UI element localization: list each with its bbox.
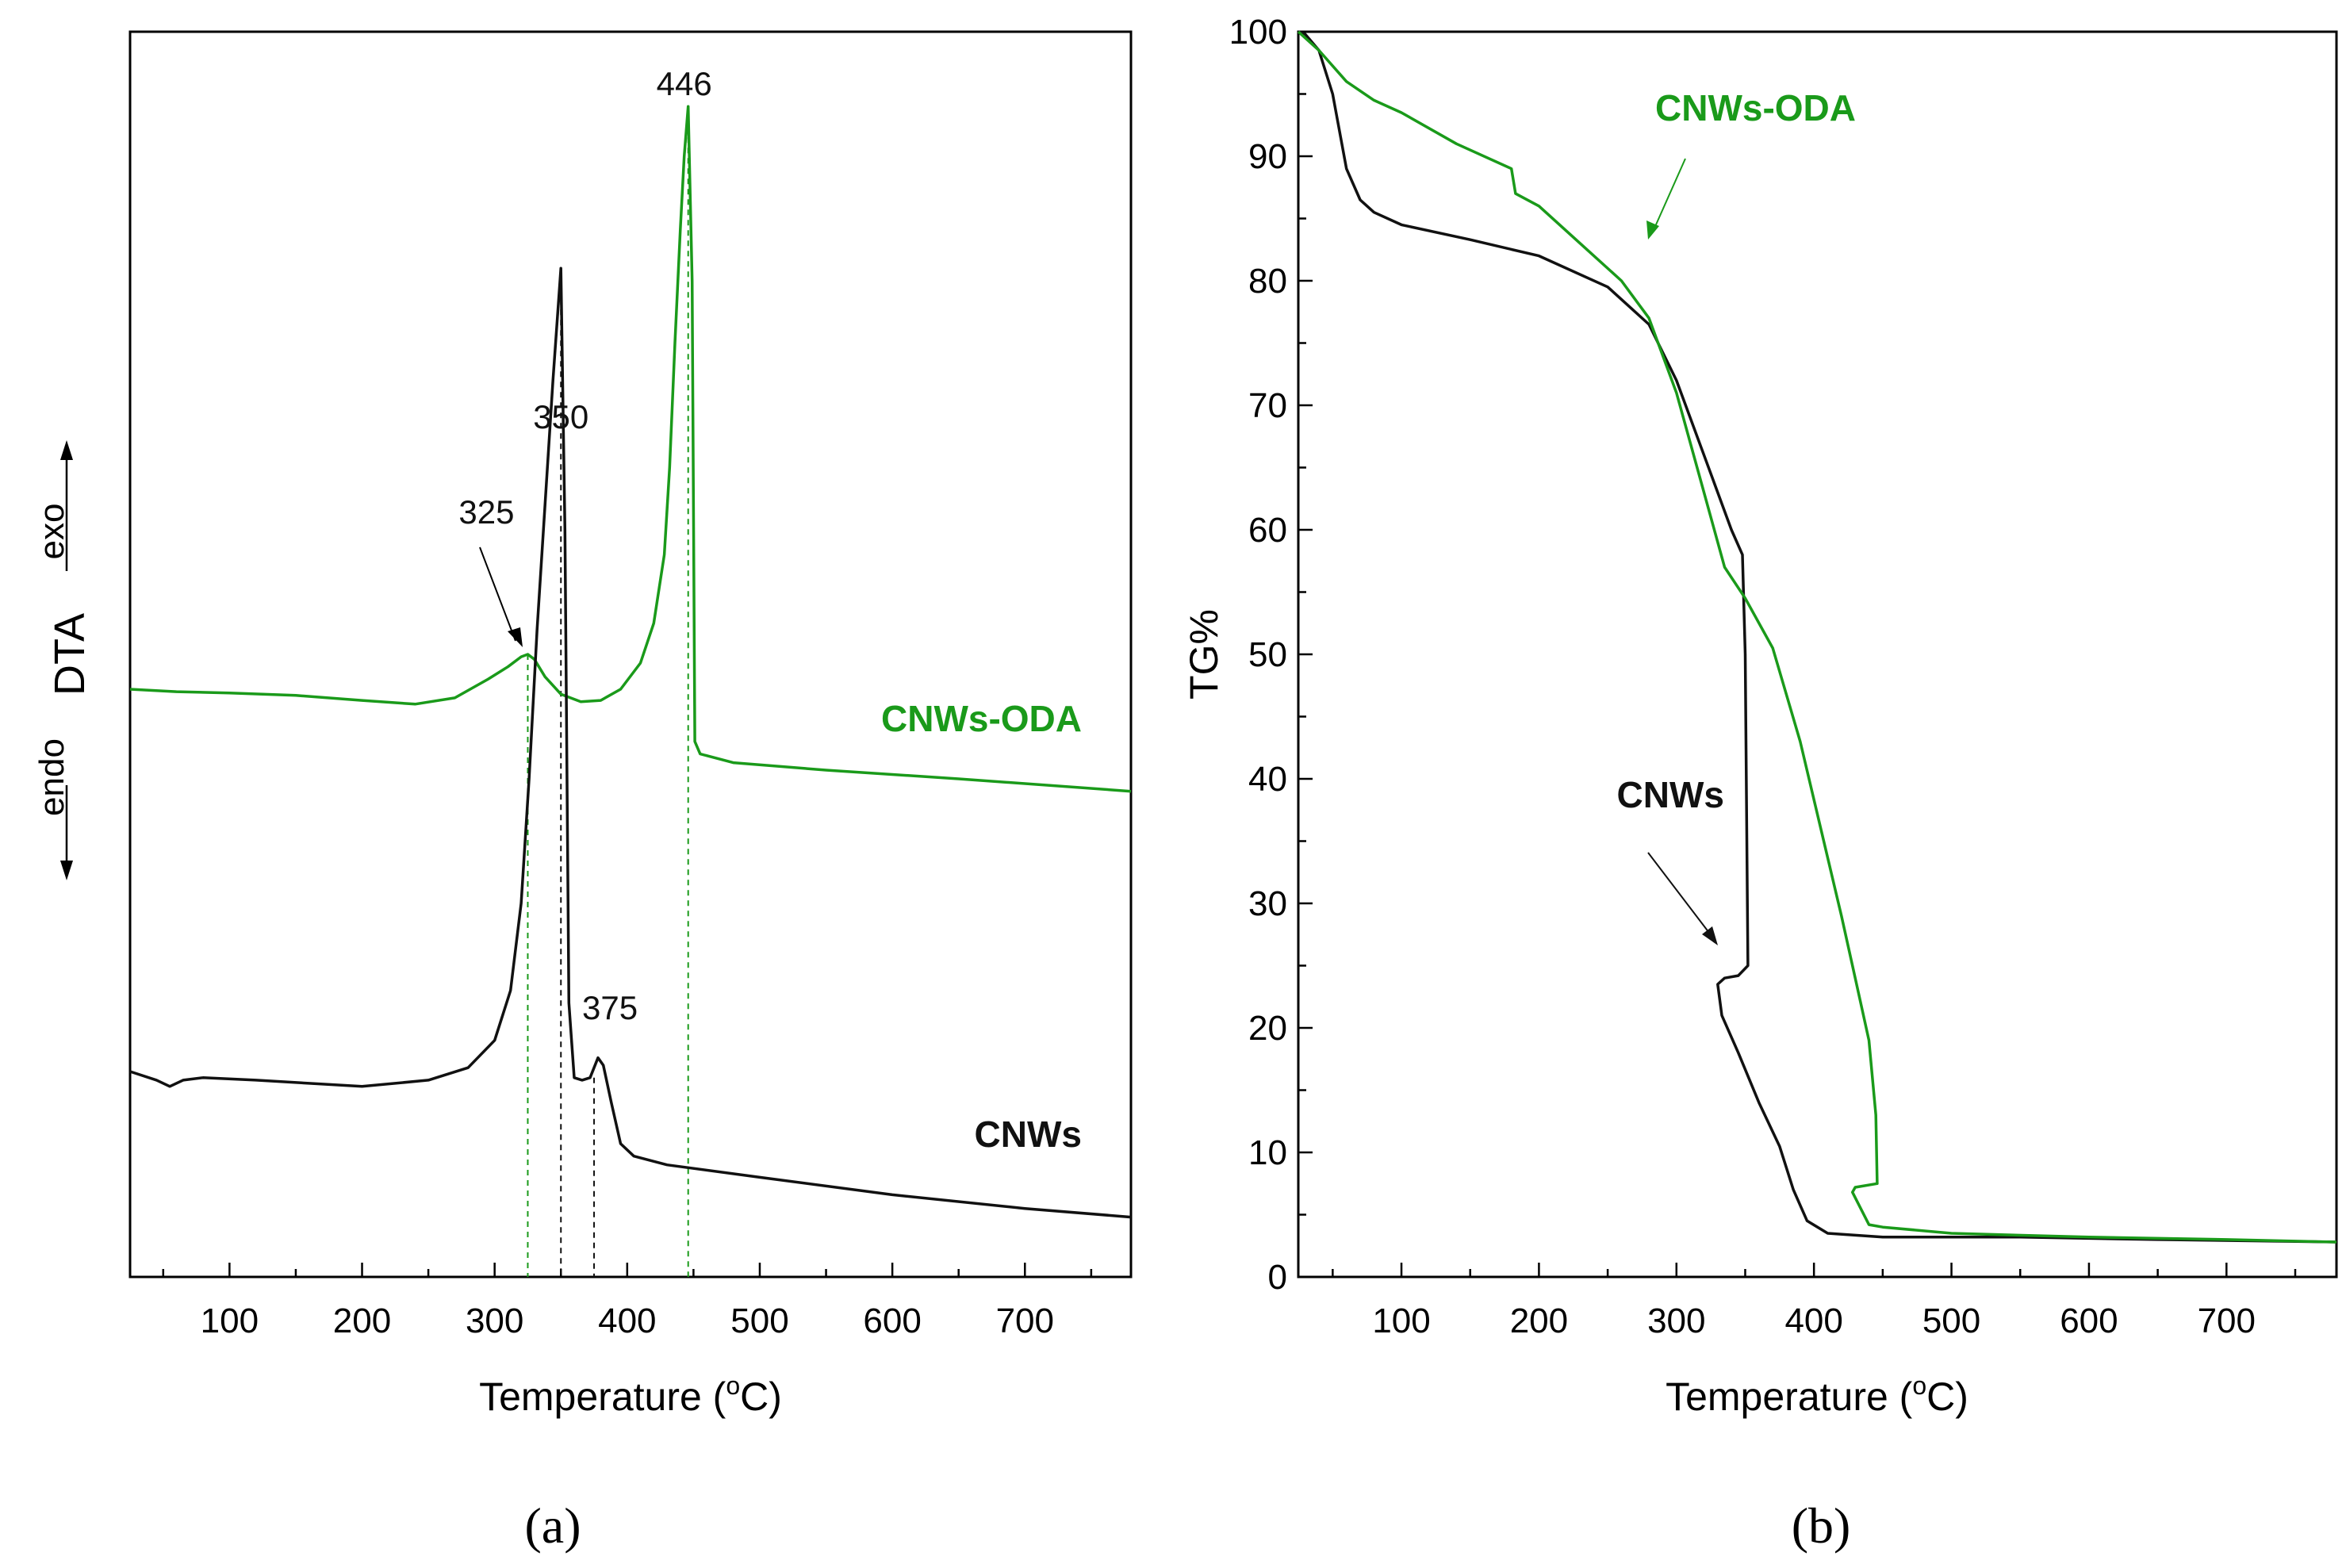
dta-y-label-exo: exo bbox=[33, 504, 71, 560]
dta-y-label-endo: endo bbox=[33, 738, 71, 816]
tg-x-tick-label-700: 700 bbox=[2198, 1302, 2256, 1340]
dta-x-tick-label-400: 400 bbox=[598, 1302, 656, 1340]
dta-peak-325-arrowhead bbox=[508, 627, 523, 647]
dta-peak-label-446: 446 bbox=[657, 65, 712, 102]
dta-series-cnws-oda-line bbox=[129, 105, 1132, 793]
tg-annotation-cnws: CNWs bbox=[1617, 774, 1724, 815]
tg-annotation-cnws-arrowhead bbox=[1702, 926, 1718, 945]
dta-exo-arrow-icon bbox=[60, 440, 73, 460]
tg-y-tick-label-40: 40 bbox=[1248, 760, 1287, 799]
dta-panel: 100 200 300 400 500 600 700 325 350 375 446 endo … bbox=[33, 30, 1133, 1554]
tg-x-tick-labels: 100 200 300 400 500 600 700 bbox=[1372, 1302, 2256, 1340]
tg-y-tick-label-20: 20 bbox=[1248, 1009, 1287, 1048]
tg-x-tick-label-500: 500 bbox=[1922, 1302, 1980, 1340]
dta-x-tick-label-200: 200 bbox=[333, 1302, 391, 1340]
dta-peak-labels: 325 350 375 446 bbox=[458, 65, 711, 1026]
tg-series-cnws-oda-line bbox=[1297, 30, 2337, 1244]
tg-x-tick-label-400: 400 bbox=[1784, 1302, 1842, 1340]
tg-y-ticks bbox=[1298, 30, 1313, 1279]
dta-x-axis-label: Temperature (oC) bbox=[479, 1371, 782, 1419]
tg-annotation-cnws-oda-arrow bbox=[1653, 158, 1686, 231]
dta-y-axis-label: endo DTA exo bbox=[33, 504, 94, 816]
tg-y-tick-label-0: 0 bbox=[1268, 1258, 1287, 1297]
tg-series-cnws-line bbox=[1298, 30, 2337, 1244]
tg-y-axis-label: TG% bbox=[1182, 609, 1226, 700]
tg-x-axis-label: Temperature (oC) bbox=[1666, 1371, 1968, 1419]
tg-plot-frame bbox=[1297, 30, 2338, 1279]
tg-y-tick-label-80: 80 bbox=[1248, 262, 1287, 301]
tg-x-tick-label-300: 300 bbox=[1647, 1302, 1705, 1340]
tg-x-tick-label-100: 100 bbox=[1372, 1302, 1430, 1340]
tg-y-tick-label-90: 90 bbox=[1248, 137, 1287, 176]
dta-x-tick-label-600: 600 bbox=[863, 1302, 921, 1340]
tg-panel-label: (b) bbox=[1792, 1497, 1851, 1554]
dta-x-ticks bbox=[162, 1263, 1093, 1277]
dta-peak-guides bbox=[527, 106, 689, 1277]
dta-annotation-cnws: CNWs bbox=[975, 1114, 1082, 1155]
tg-annotation-cnws-oda-arrowhead bbox=[1646, 220, 1659, 240]
tg-series bbox=[1297, 30, 2337, 1244]
dta-x-tick-label-300: 300 bbox=[466, 1302, 523, 1340]
tg-y-tick-label-30: 30 bbox=[1248, 884, 1287, 923]
dta-x-tick-label-700: 700 bbox=[996, 1302, 1054, 1340]
dta-endo-arrow-icon bbox=[60, 861, 73, 880]
dta-series bbox=[129, 105, 1132, 1219]
dta-annotation-cnws-oda: CNWs-ODA bbox=[881, 698, 1082, 739]
dta-plot-frame bbox=[128, 30, 1133, 1279]
tg-y-tick-labels: 0 10 20 30 40 50 60 70 80 90 100 bbox=[1229, 13, 1287, 1297]
dta-peak-325-arrow bbox=[479, 546, 516, 642]
tg-x-tick-label-200: 200 bbox=[1510, 1302, 1568, 1340]
tg-y-tick-label-70: 70 bbox=[1248, 386, 1287, 425]
tg-panel: 0 10 20 30 40 50 60 70 80 90 100 100 200 300 400 500 60… bbox=[1182, 13, 2338, 1554]
tg-y-tick-label-60: 60 bbox=[1248, 511, 1287, 550]
tg-y-tick-label-50: 50 bbox=[1248, 635, 1287, 674]
tg-x-ticks bbox=[1332, 1263, 2297, 1277]
tg-y-tick-label-10: 10 bbox=[1248, 1133, 1287, 1172]
dta-peak-label-325: 325 bbox=[458, 493, 514, 531]
tg-y-tick-label-100: 100 bbox=[1229, 13, 1287, 52]
dta-y-label-dta: DTA bbox=[46, 613, 94, 696]
tg-x-tick-label-600: 600 bbox=[2060, 1302, 2118, 1340]
dta-x-tick-labels: 100 200 300 400 500 600 700 bbox=[201, 1302, 1054, 1340]
dta-panel-label: (a) bbox=[524, 1497, 581, 1554]
dta-peak-label-350: 350 bbox=[533, 398, 588, 435]
dta-peak-label-375: 375 bbox=[582, 989, 638, 1026]
tg-annotation-cnws-oda: CNWs-ODA bbox=[1655, 87, 1856, 128]
dta-x-tick-label-500: 500 bbox=[730, 1302, 788, 1340]
dta-x-tick-label-100: 100 bbox=[201, 1302, 259, 1340]
dta-series-cnws-line bbox=[129, 266, 1132, 1219]
tg-annotation-cnws-arrow bbox=[1647, 852, 1712, 937]
